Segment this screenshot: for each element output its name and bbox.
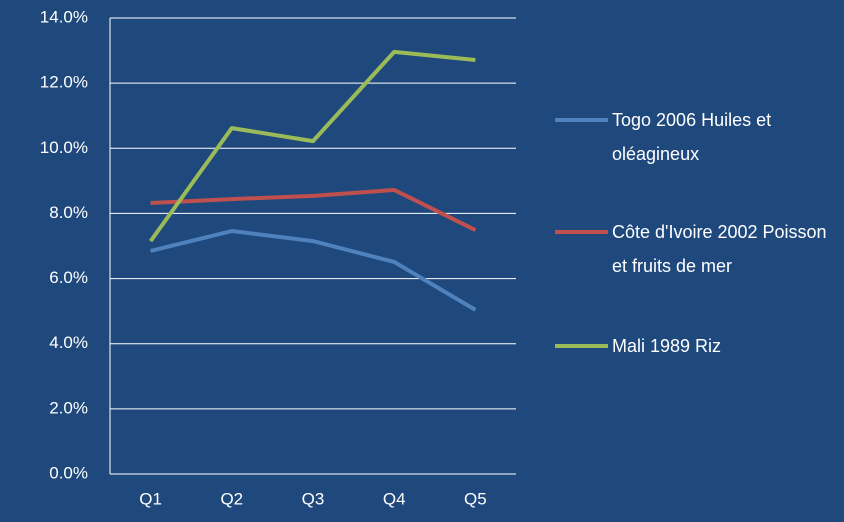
legend-label: Côte d'Ivoire 2002 Poisson et fruits de … (612, 222, 827, 276)
series-line (148, 49, 476, 243)
y-tick-label: 10.0% (40, 138, 88, 157)
y-tick-label: 14.0% (40, 7, 88, 26)
legend-marker (555, 230, 608, 234)
x-tick-label: Q2 (220, 489, 243, 508)
legend-label: Mali 1989 Riz (612, 336, 722, 356)
y-tick-label: 6.0% (49, 268, 88, 287)
legend-item: Côte d'Ivoire 2002 Poisson et fruits de … (555, 215, 832, 283)
y-tick-label: 2.0% (49, 398, 88, 417)
series-line (150, 229, 477, 312)
y-tick-label: 12.0% (40, 73, 88, 92)
x-tick-label: Q3 (302, 489, 325, 508)
x-tick-label: Q1 (139, 489, 162, 508)
legend-marker (555, 344, 608, 348)
y-tick-label: 0.0% (49, 463, 88, 482)
legend-marker (555, 118, 608, 122)
y-tick-label: 4.0% (49, 333, 88, 352)
y-tick-label: 8.0% (49, 203, 88, 222)
legend-label: Togo 2006 Huiles et oléagineux (612, 110, 772, 164)
x-tick-label: Q4 (383, 489, 406, 508)
legend-item: Togo 2006 Huiles et oléagineux (555, 103, 832, 171)
series-line (150, 187, 477, 232)
legend-item: Mali 1989 Riz (555, 329, 832, 363)
x-tick-label: Q5 (464, 489, 487, 508)
